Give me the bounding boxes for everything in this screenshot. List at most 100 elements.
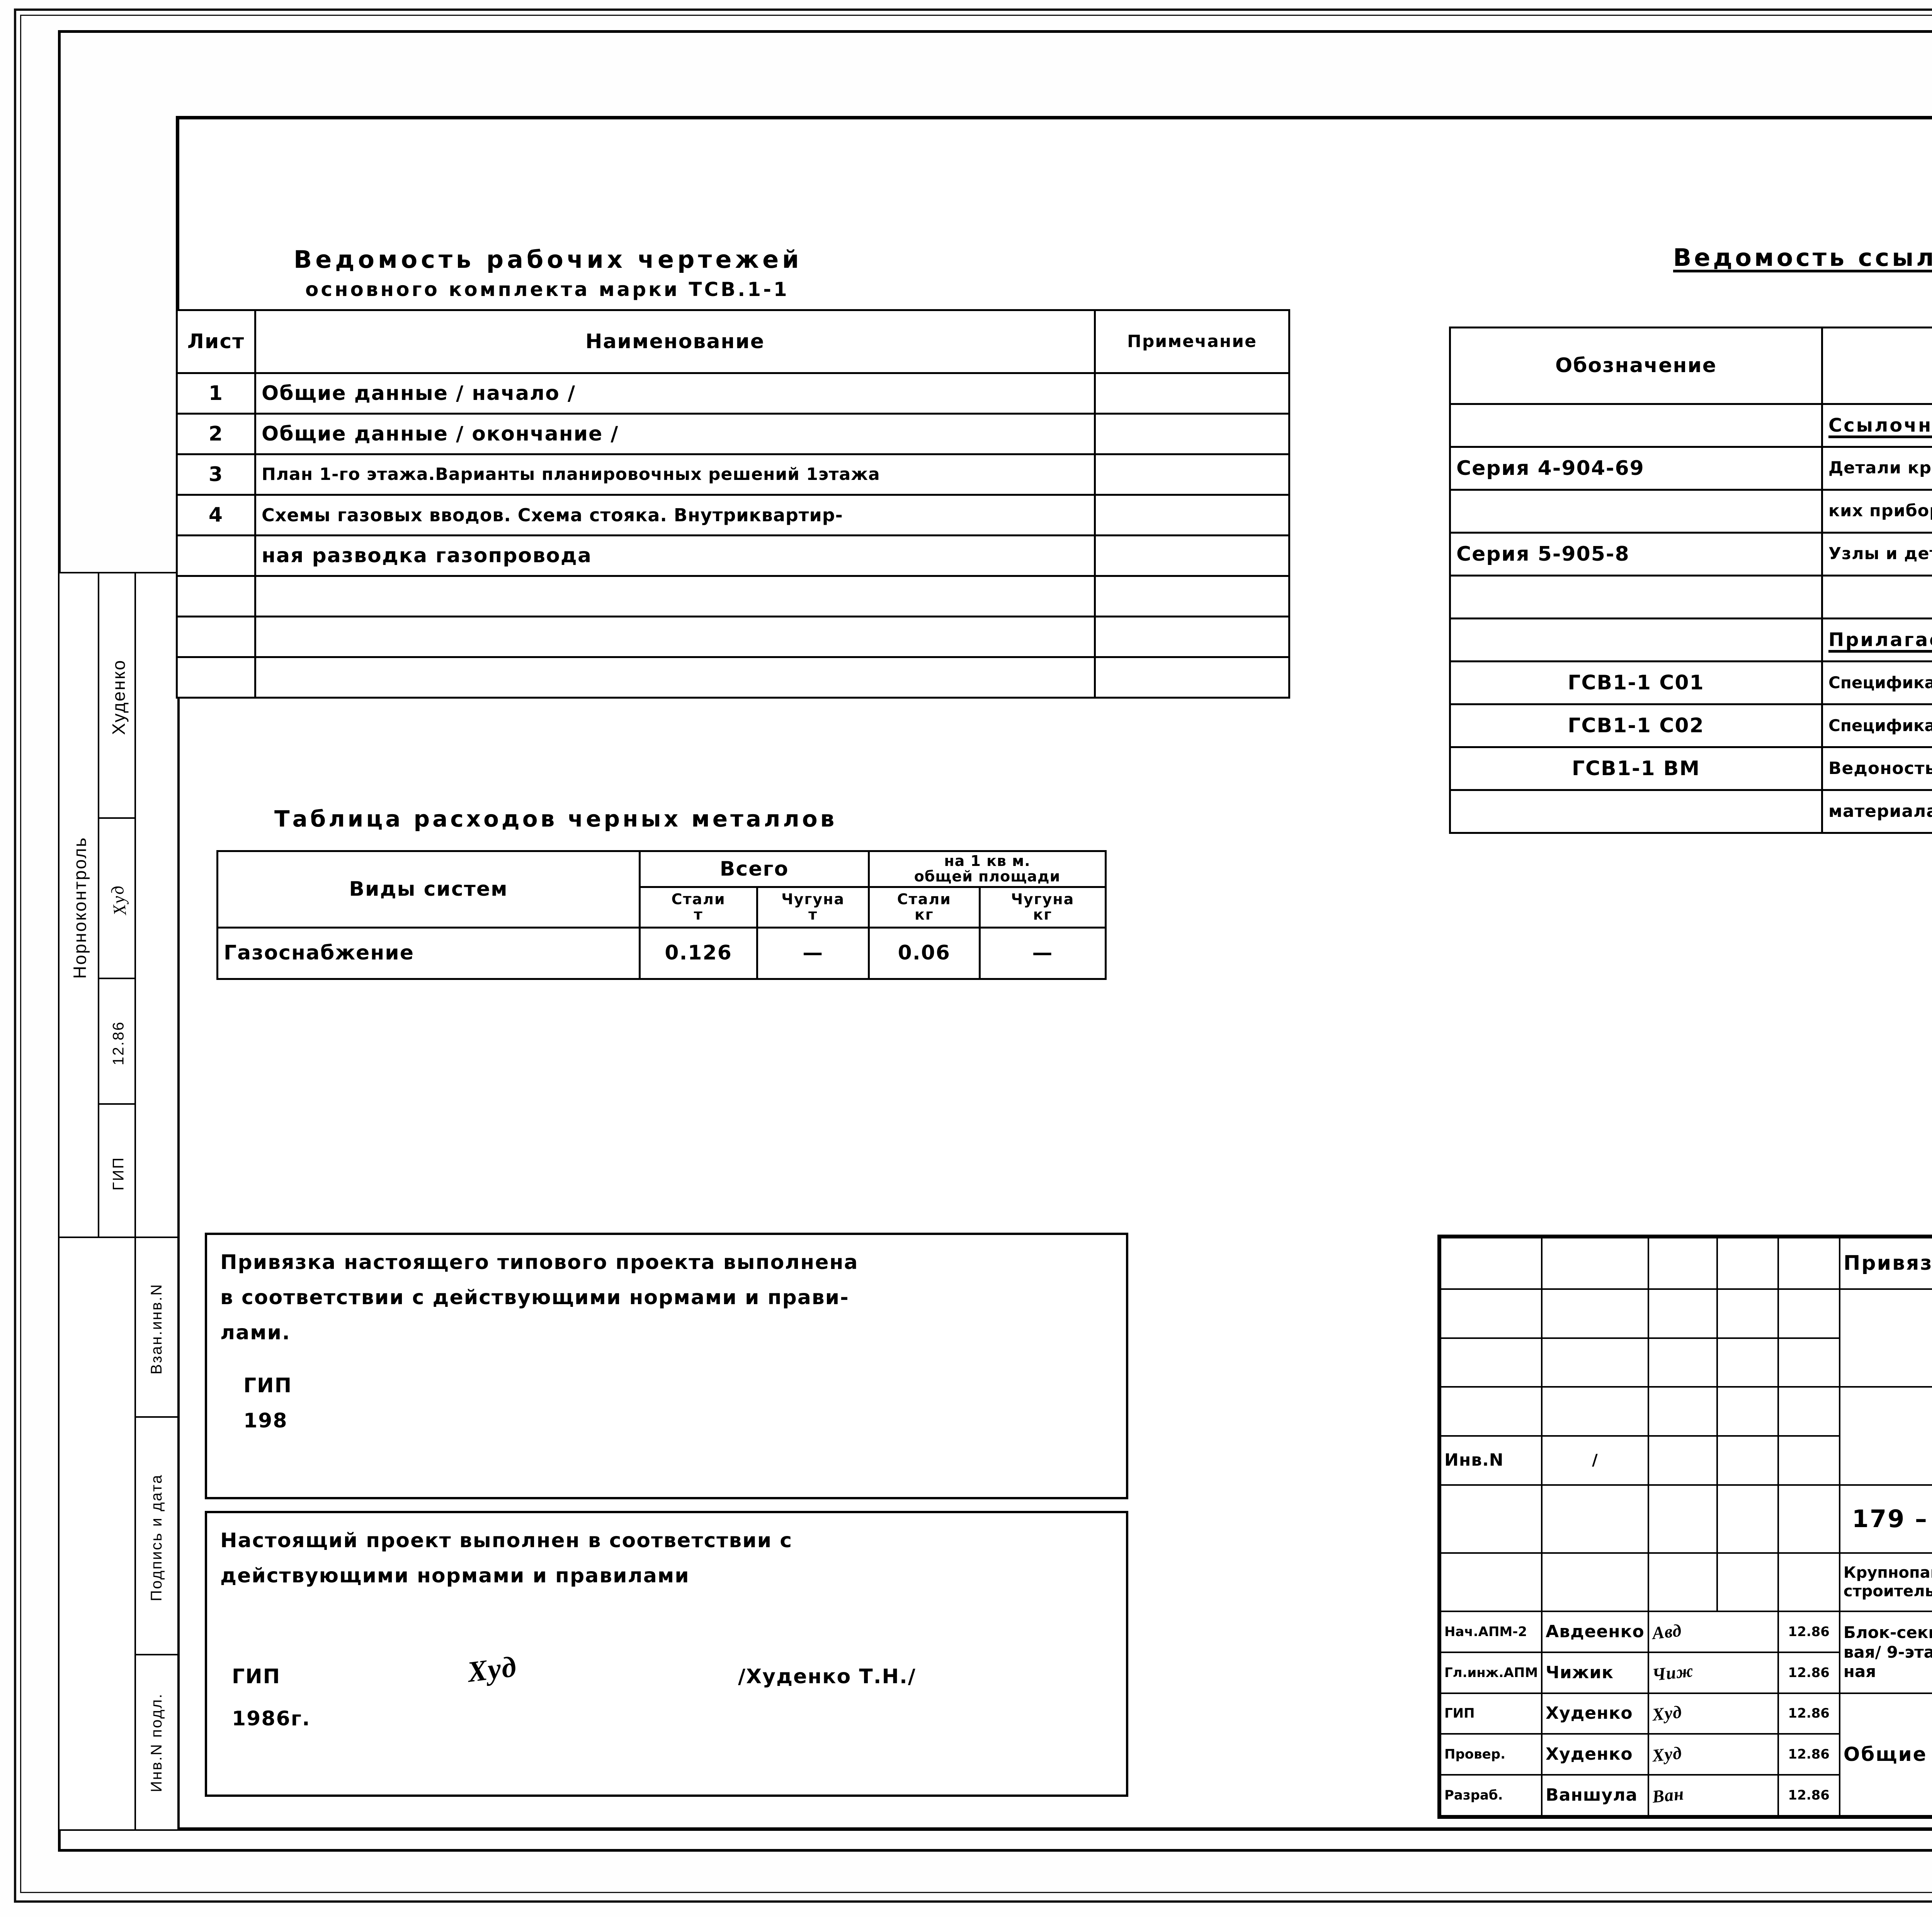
sig-glyph-1: Чиж	[1651, 1660, 1694, 1685]
col-header-per-sqm: на 1 кв м. общей площади	[868, 850, 1107, 888]
sig-date-0: 12.86	[1777, 1610, 1840, 1653]
cell-sheet	[176, 575, 256, 617]
table-row: 3 План 1-го этажа.Варианты планировочных…	[176, 453, 1290, 496]
tb-row-inv: Инв.N /	[1439, 1435, 1932, 1486]
sig-name-4: Ваншула	[1541, 1774, 1649, 1817]
sheet-outer-border-inner	[20, 15, 1932, 1893]
table-row	[176, 616, 1290, 658]
cell-name: материалах / на 1 листе:/	[1821, 789, 1932, 834]
cell-name: Схемы газовых вводов. Схема стояка. Внут…	[254, 494, 1096, 536]
cell-system: Газоснабжение	[216, 926, 641, 980]
metals-table: Виды систем Всего на 1 кв м. общей площа…	[216, 850, 1107, 980]
col-header-ref-name: Наименование	[1821, 327, 1932, 405]
note2-year: 1986г.	[232, 1707, 311, 1730]
tb-row-code: 179 – 04В.13.87 ГСВ.1-1	[1439, 1484, 1932, 1554]
tb-row-blank-3	[1439, 1386, 1932, 1486]
object-description: Крупнопанельные жилые дома и блок-секции…	[1838, 1552, 1932, 1612]
cell-note	[1094, 616, 1290, 658]
cell-steel-t: 0.126	[638, 926, 759, 980]
cell-note	[1094, 575, 1290, 617]
cell-name: Общие данные / начало /	[254, 372, 1096, 415]
table-row: 2 Общие данные / окончание /	[176, 413, 1290, 455]
cell-code	[1449, 617, 1823, 662]
cell-sheet	[176, 656, 256, 699]
sig-glyph-4: Ван	[1651, 1783, 1685, 1807]
tb-signature-row: Разраб. Ваншула Ван 12.86	[1439, 1774, 1932, 1817]
section-line1: Блок-секция угловая /ле-	[1843, 1623, 1932, 1642]
table-row	[176, 575, 1290, 617]
per-sqm-line1: на 1 кв м.	[944, 852, 1031, 869]
sig-date-3: 12.86	[1777, 1733, 1840, 1776]
table-row: Серия 4-904-69 Детали крепления санитарн…	[1449, 446, 1932, 491]
title-block-table: Привязан Инв.N / 179	[1439, 1237, 1932, 1817]
cell-code	[1449, 403, 1823, 448]
cell-note	[1094, 534, 1290, 577]
table-row: материалах / на 1 листе:/	[1449, 789, 1932, 834]
cell-name: Узлы и детали крепления газопровода	[1821, 532, 1932, 577]
sig-role-0: Нач.АПМ-2	[1439, 1610, 1543, 1653]
sig-mark-2: Худ	[1647, 1692, 1779, 1735]
left-stamp-blank-col	[134, 572, 179, 1243]
metals-data-row: Газоснабжение 0.126 — 0.06 —	[216, 926, 1107, 980]
reference-docs-title-line1: Ведомость ссылочных и прилагаемых	[1673, 243, 1932, 272]
gip-label: ГИП	[98, 1103, 139, 1243]
cell-code: Серия 4-904-69	[1449, 446, 1823, 491]
table-row: ГСВ1-1 ВМ Ведоность потребности в	[1449, 746, 1932, 791]
sig-name-0: Авдеенко	[1541, 1610, 1649, 1653]
cell-code: ГСВ1-1 ВМ	[1449, 746, 1823, 791]
note1-year: 198	[243, 1409, 288, 1432]
sheet-outer-border	[14, 9, 1932, 1903]
sig-mark-0: Авд	[1647, 1610, 1779, 1653]
subcol-steel-t-name: Стали	[671, 890, 726, 908]
inv-value: /	[1541, 1435, 1649, 1486]
cell-code: ГСВ1-1 С01	[1449, 660, 1823, 705]
normcontrol-name: Худенко	[98, 572, 139, 822]
cell-code	[1449, 789, 1823, 834]
note1-role: ГИП	[243, 1374, 293, 1397]
per-sqm-line2: общей площади	[914, 867, 1061, 885]
drawings-list-table: Лист Наименование Примечание 1 Общие дан…	[176, 309, 1290, 699]
cell-name: Спецификация оборудования/на 1 листе /	[1821, 703, 1932, 748]
cell-name	[1821, 575, 1932, 619]
table-row: ГСВ1-1 С01 Спецификация оборудования/на …	[1449, 660, 1932, 705]
cell-sheet	[176, 534, 256, 577]
normcontrol-date: 12.86	[98, 978, 139, 1108]
drawings-list-title-line1: Ведомость рабочих чертежей	[294, 245, 803, 274]
subcol-iron-t-unit: т	[808, 906, 818, 923]
note1-line1: Привязка настоящего типового проекта вып…	[220, 1251, 859, 1274]
tb-row-object: Крупнопанельные жилые дома и блок-секции…	[1439, 1552, 1932, 1612]
section-description: Блок-секция угловая /ле- вая/ 9-этажная …	[1838, 1610, 1932, 1694]
note2-signature-name: /Худенко Т.Н./	[738, 1665, 916, 1688]
note2-signature-mark: Худ	[466, 1650, 519, 1689]
cell-section-label: Прилагаемые документы	[1821, 617, 1932, 662]
cell-sheet: 3	[176, 453, 256, 496]
subcol-steel-kg: Стали кг	[868, 886, 981, 929]
table-row	[1449, 575, 1932, 619]
sig-name-1: Чижик	[1541, 1651, 1649, 1694]
table-row: Серия 5-905-8 Узлы и детали крепления га…	[1449, 532, 1932, 577]
table-row: ная разводка газопровода	[176, 534, 1290, 577]
note2-role: ГИП	[232, 1665, 281, 1688]
cell-name: Детали крепления санитарно- техничес-	[1821, 446, 1932, 491]
normcontrol-signature: Худ	[98, 817, 139, 983]
left-stamp-lower: Взан.инв.N Подпись и дата Инв.N подл.	[58, 1237, 180, 1831]
cell-sheet: 2	[176, 413, 256, 455]
cell-code: Серия 5-905-8	[1449, 532, 1823, 577]
object-line1: Крупнопанельные жилые дома и блок-секции…	[1843, 1564, 1932, 1582]
tb-signature-row: Нач.АПМ-2 Авдеенко Авд 12.86 Блок-секция…	[1439, 1610, 1932, 1694]
subcol-steel-kg-unit: кг	[914, 906, 934, 923]
note-block-compliance: Настоящий проект выполнен в соответствии…	[205, 1511, 1128, 1797]
note2-line1: Настоящий проект выполнен в соответствии…	[220, 1529, 793, 1552]
table-row: 4 Схемы газовых вводов. Схема стояка. Вн…	[176, 494, 1290, 536]
col-header-sheet: Лист	[176, 309, 256, 374]
inv-label: Инв.N	[1439, 1435, 1543, 1486]
cell-name: ких приборов и трубопроводов	[1821, 489, 1932, 534]
cell-name: Общие данные / окончание /	[254, 413, 1096, 455]
cell-name	[254, 616, 1096, 658]
sig-role-1: Гл.инж.АПМ	[1439, 1651, 1543, 1694]
sig-glyph-3: Худ	[1651, 1743, 1683, 1766]
subcol-steel-t-unit: т	[694, 906, 703, 923]
table-header-row: Лист Наименование Примечание	[176, 309, 1290, 374]
cell-note	[1094, 413, 1290, 455]
cell-note	[1094, 372, 1290, 415]
